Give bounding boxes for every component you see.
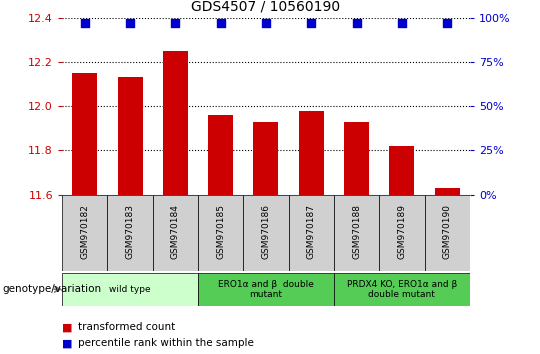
Bar (334, 195, 379, 271)
Bar (118, 78, 143, 195)
Bar (107, 195, 153, 271)
Text: GSM970187: GSM970187 (307, 204, 316, 259)
Point (80, 20, 89, 26)
Point (443, 20, 451, 26)
Bar (288, 195, 334, 271)
Text: GSM970185: GSM970185 (216, 204, 225, 259)
Text: wild type: wild type (109, 285, 151, 294)
Title: GDS4507 / 10560190: GDS4507 / 10560190 (191, 0, 341, 14)
Text: GSM970182: GSM970182 (80, 204, 89, 259)
Bar (334, 273, 470, 306)
Bar (198, 195, 244, 271)
Text: GSM970189: GSM970189 (397, 204, 406, 259)
Bar (62, 273, 198, 306)
Bar (424, 195, 470, 271)
Bar (208, 115, 233, 195)
Text: genotype/variation: genotype/variation (3, 284, 102, 294)
Text: GSM970184: GSM970184 (171, 204, 180, 259)
Text: ERO1α and β  double
mutant: ERO1α and β double mutant (218, 280, 314, 299)
Text: PRDX4 KO, ERO1α and β
double mutant: PRDX4 KO, ERO1α and β double mutant (347, 280, 457, 299)
Text: ■: ■ (62, 338, 72, 348)
Point (307, 20, 315, 26)
Bar (299, 110, 323, 195)
Point (352, 20, 361, 26)
Bar (244, 195, 288, 271)
Text: GSM970190: GSM970190 (443, 204, 451, 259)
Point (171, 20, 180, 26)
Bar (62, 195, 107, 271)
Text: transformed count: transformed count (78, 322, 176, 332)
Point (261, 20, 270, 26)
Text: GSM970186: GSM970186 (261, 204, 271, 259)
Bar (72, 73, 97, 195)
Text: GSM970183: GSM970183 (126, 204, 134, 259)
Point (397, 20, 406, 26)
Bar (379, 195, 424, 271)
Text: percentile rank within the sample: percentile rank within the sample (78, 338, 254, 348)
Bar (153, 195, 198, 271)
Text: GSM970188: GSM970188 (352, 204, 361, 259)
Bar (198, 273, 334, 306)
Bar (344, 122, 369, 195)
Bar (163, 51, 188, 195)
Bar (435, 188, 460, 195)
Bar (389, 146, 414, 195)
Bar (253, 122, 279, 195)
Text: ■: ■ (62, 322, 72, 332)
Point (126, 20, 134, 26)
Point (217, 20, 225, 26)
